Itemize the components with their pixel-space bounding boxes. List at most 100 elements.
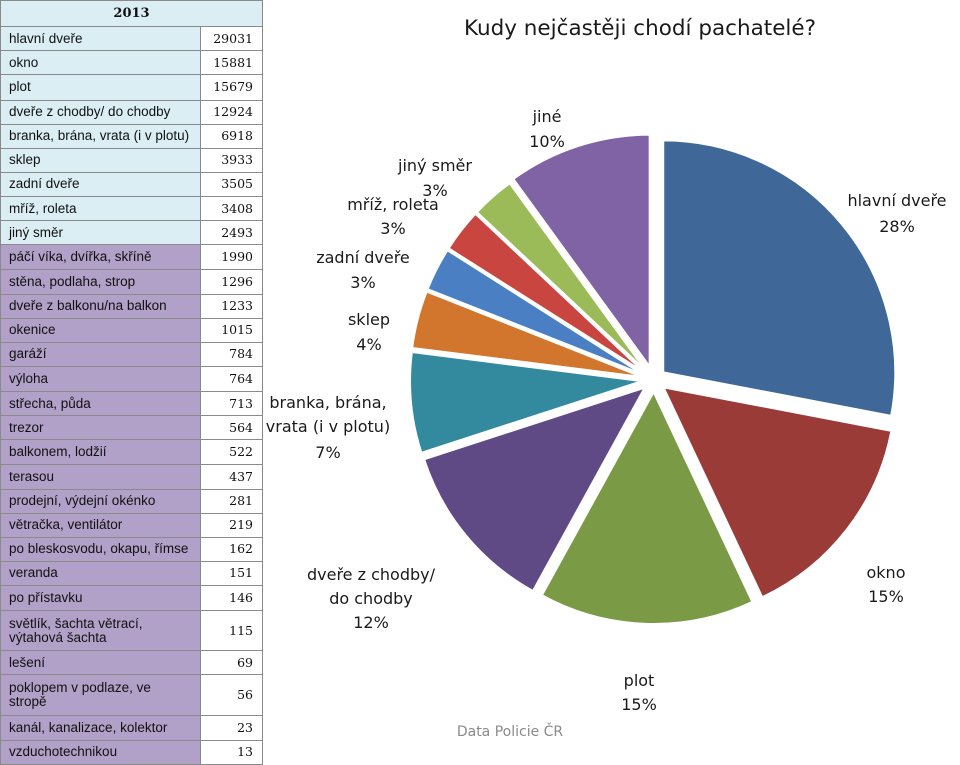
row-label: větračka, ventilátor xyxy=(0,512,201,538)
table-row: kanál, kanalizace, kolektor 23 xyxy=(0,714,263,741)
table-row: stěna, podlaha, strop 1296 xyxy=(0,269,263,295)
row-value: 69 xyxy=(200,650,263,676)
table-row: veranda 151 xyxy=(0,560,263,587)
row-label: okenice xyxy=(0,317,201,343)
row-value: 764 xyxy=(200,365,263,393)
slice-percent: 4% xyxy=(356,335,381,354)
row-label: zadní dveře xyxy=(0,171,201,198)
row-value: 23 xyxy=(200,714,263,741)
row-value: 115 xyxy=(200,610,263,652)
pie-slice xyxy=(511,133,651,370)
row-label: dveře z balkonu/na balkon xyxy=(0,293,201,319)
row-label: střecha, půda xyxy=(0,390,201,417)
row-label: vzduchotechnikou xyxy=(0,739,201,765)
year-header: 2013 xyxy=(0,0,263,28)
row-value: 1990 xyxy=(200,244,263,271)
table-row: okenice 1015 xyxy=(0,317,263,343)
pie-slice xyxy=(411,290,643,379)
row-label: světlík, šachta větrací, výtahová šachta xyxy=(0,610,201,652)
table-row: zadní dveře 3505 xyxy=(0,171,263,198)
pie-slice xyxy=(662,139,897,417)
pie-slices xyxy=(409,133,897,625)
table-row: trezor 564 xyxy=(0,415,263,441)
slice-label-part: do chodby xyxy=(329,589,413,608)
row-label: terasou xyxy=(0,464,201,490)
slice-percent: 7% xyxy=(315,443,340,462)
pie-slice xyxy=(661,386,893,599)
data-table: 2013 hlavní dveře 29031 okno 15881 plot 15679… xyxy=(0,0,263,765)
pie-labels: hlavní dveře 28% okno 15% plot 15% dveře z cho… xyxy=(266,107,947,714)
table-row: jiný směr 2493 xyxy=(0,220,263,246)
slice-percent: 10% xyxy=(529,132,565,151)
row-label: po přístavku xyxy=(0,584,201,612)
row-value: 1233 xyxy=(200,293,263,319)
slice-label: sklep xyxy=(348,310,390,329)
row-value: 522 xyxy=(200,439,263,466)
row-label: hlavní dveře xyxy=(0,26,201,52)
pie-slice xyxy=(426,248,644,376)
row-value: 162 xyxy=(200,536,263,562)
row-value: 15881 xyxy=(200,50,263,76)
table-row: lešení 69 xyxy=(0,650,263,676)
row-value: 784 xyxy=(200,341,263,367)
table-row: větračka, ventilátor 219 xyxy=(0,512,263,538)
row-value: 564 xyxy=(200,415,263,441)
table-row: prodejní, výdejní okénko 281 xyxy=(0,488,263,514)
row-value: 281 xyxy=(200,488,263,514)
pie-chart: Kudy nejčastěji chodí pachatelé? hlavní … xyxy=(266,16,947,740)
slice-label: jiný směr xyxy=(397,156,472,175)
pie-slice xyxy=(447,212,646,374)
row-label: páčí víka, dvířka, skříně xyxy=(0,244,201,271)
row-value: 219 xyxy=(200,512,263,538)
row-value: 146 xyxy=(200,584,263,612)
row-label: mříž, roleta xyxy=(0,195,201,222)
slice-percent: 3% xyxy=(350,273,375,292)
slice-label: hlavní dveře xyxy=(847,191,946,210)
row-value: 3933 xyxy=(200,147,263,173)
chart-title: Kudy nejčastěji chodí pachatelé? xyxy=(464,16,816,41)
table-row: světlík, šachta větrací, výtahová šachta… xyxy=(0,610,263,652)
slice-label: zadní dveře xyxy=(316,248,410,267)
table-row: branka, brána, vrata (i v plotu) 6918 xyxy=(0,123,263,149)
row-value: 6918 xyxy=(200,123,263,149)
row-label: kanál, kanalizace, kolektor xyxy=(0,714,201,741)
row-label: dveře z chodby/ do chodby xyxy=(0,99,201,125)
slice-label-part: vrata (i v plotu) xyxy=(266,417,390,436)
row-value: 151 xyxy=(200,560,263,587)
row-value: 56 xyxy=(200,674,263,716)
row-value: 29031 xyxy=(200,26,263,52)
slice-percent: 15% xyxy=(621,695,657,714)
table-row: vzduchotechnikou 13 xyxy=(0,739,263,765)
table-row: dveře z balkonu/na balkon 1233 xyxy=(0,293,263,319)
table-row: střecha, půda 713 xyxy=(0,390,263,417)
slice-percent: 3% xyxy=(380,219,405,238)
row-label: stěna, podlaha, strop xyxy=(0,269,201,295)
table-row: poklopem v podlaze, ve stropě 56 xyxy=(0,674,263,716)
row-label: garáží xyxy=(0,341,201,367)
row-label: veranda xyxy=(0,560,201,587)
row-label: poklopem v podlaze, ve stropě xyxy=(0,674,201,716)
row-value: 13 xyxy=(200,739,263,765)
slice-percent: 12% xyxy=(353,613,389,632)
table-row: po bleskosvodu, okapu, římse 162 xyxy=(0,536,263,562)
table-row: terasou 437 xyxy=(0,464,263,490)
row-value: 1296 xyxy=(200,269,263,295)
slice-label-part: dveře z chodby/ xyxy=(307,565,436,584)
table-row: plot 15679 xyxy=(0,74,263,101)
row-value: 3505 xyxy=(200,171,263,198)
pie-slice xyxy=(540,389,754,625)
row-label: balkonem, lodžií xyxy=(0,439,201,466)
row-label: lešení xyxy=(0,650,201,676)
table-row: garáží 784 xyxy=(0,341,263,367)
row-value: 15679 xyxy=(200,74,263,101)
table-row: po přístavku 146 xyxy=(0,584,263,612)
slice-label: okno xyxy=(867,563,906,582)
slice-label: jiné xyxy=(532,107,562,126)
chart-source: Data Policie ČR xyxy=(457,722,564,740)
pie-slice xyxy=(422,385,647,593)
table-row: páčí víka, dvířka, skříně 1990 xyxy=(0,244,263,271)
row-label: sklep xyxy=(0,147,201,173)
row-value: 2493 xyxy=(200,220,263,246)
row-value: 3408 xyxy=(200,195,263,222)
table-row: balkonem, lodžií 522 xyxy=(0,439,263,466)
